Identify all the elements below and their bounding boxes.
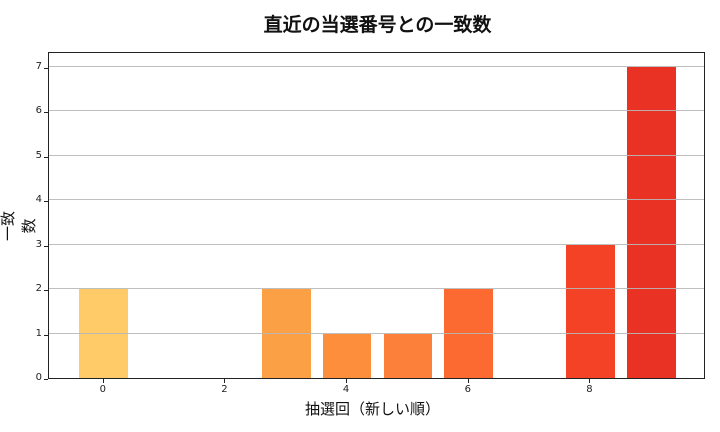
y-tick-label: 4 bbox=[35, 194, 42, 206]
x-tick-mark bbox=[467, 379, 469, 383]
y-tick-mark bbox=[44, 290, 48, 292]
gridline bbox=[49, 199, 704, 201]
gridline bbox=[49, 288, 704, 290]
bar bbox=[626, 66, 676, 378]
y-tick-label: 3 bbox=[35, 238, 42, 250]
y-tick-label: 2 bbox=[35, 283, 42, 295]
chart-title: 直近の当選番号との一致数 bbox=[263, 14, 492, 36]
gridline bbox=[49, 110, 704, 112]
x-tick-label: 0 bbox=[99, 384, 106, 395]
y-tick-mark bbox=[44, 334, 48, 336]
y-tick-mark bbox=[44, 112, 48, 114]
x-axis-label: 抽選回（新しい順） bbox=[304, 400, 440, 418]
y-tick-label: 0 bbox=[35, 372, 42, 383]
x-tick-label: 4 bbox=[342, 384, 350, 395]
bar bbox=[261, 289, 311, 378]
plot-area bbox=[48, 52, 705, 379]
y-tick-label: 1 bbox=[35, 327, 42, 339]
y-tick-mark bbox=[44, 156, 48, 158]
x-tick-mark bbox=[102, 379, 104, 383]
bar bbox=[566, 244, 615, 378]
bar bbox=[79, 289, 129, 378]
bar bbox=[383, 333, 433, 378]
y-tick-mark bbox=[44, 379, 48, 380]
y-tick-mark bbox=[44, 245, 48, 247]
y-tick-mark bbox=[44, 67, 48, 69]
x-tick-mark bbox=[224, 379, 226, 383]
gridline bbox=[49, 65, 704, 67]
x-tick-label: 8 bbox=[586, 384, 593, 395]
gridline bbox=[49, 332, 704, 334]
y-tick-label: 7 bbox=[35, 60, 42, 72]
x-tick-mark bbox=[346, 379, 348, 383]
y-tick-mark bbox=[44, 201, 48, 203]
bar bbox=[322, 333, 372, 378]
gridline bbox=[49, 154, 704, 156]
y-tick-label: 6 bbox=[35, 105, 42, 117]
x-tick-label: 2 bbox=[221, 384, 228, 395]
y-tick-label: 5 bbox=[35, 149, 42, 161]
gridline bbox=[49, 243, 704, 245]
x-tick-label: 6 bbox=[464, 384, 471, 395]
x-tick-mark bbox=[589, 379, 591, 383]
bar bbox=[444, 289, 494, 378]
